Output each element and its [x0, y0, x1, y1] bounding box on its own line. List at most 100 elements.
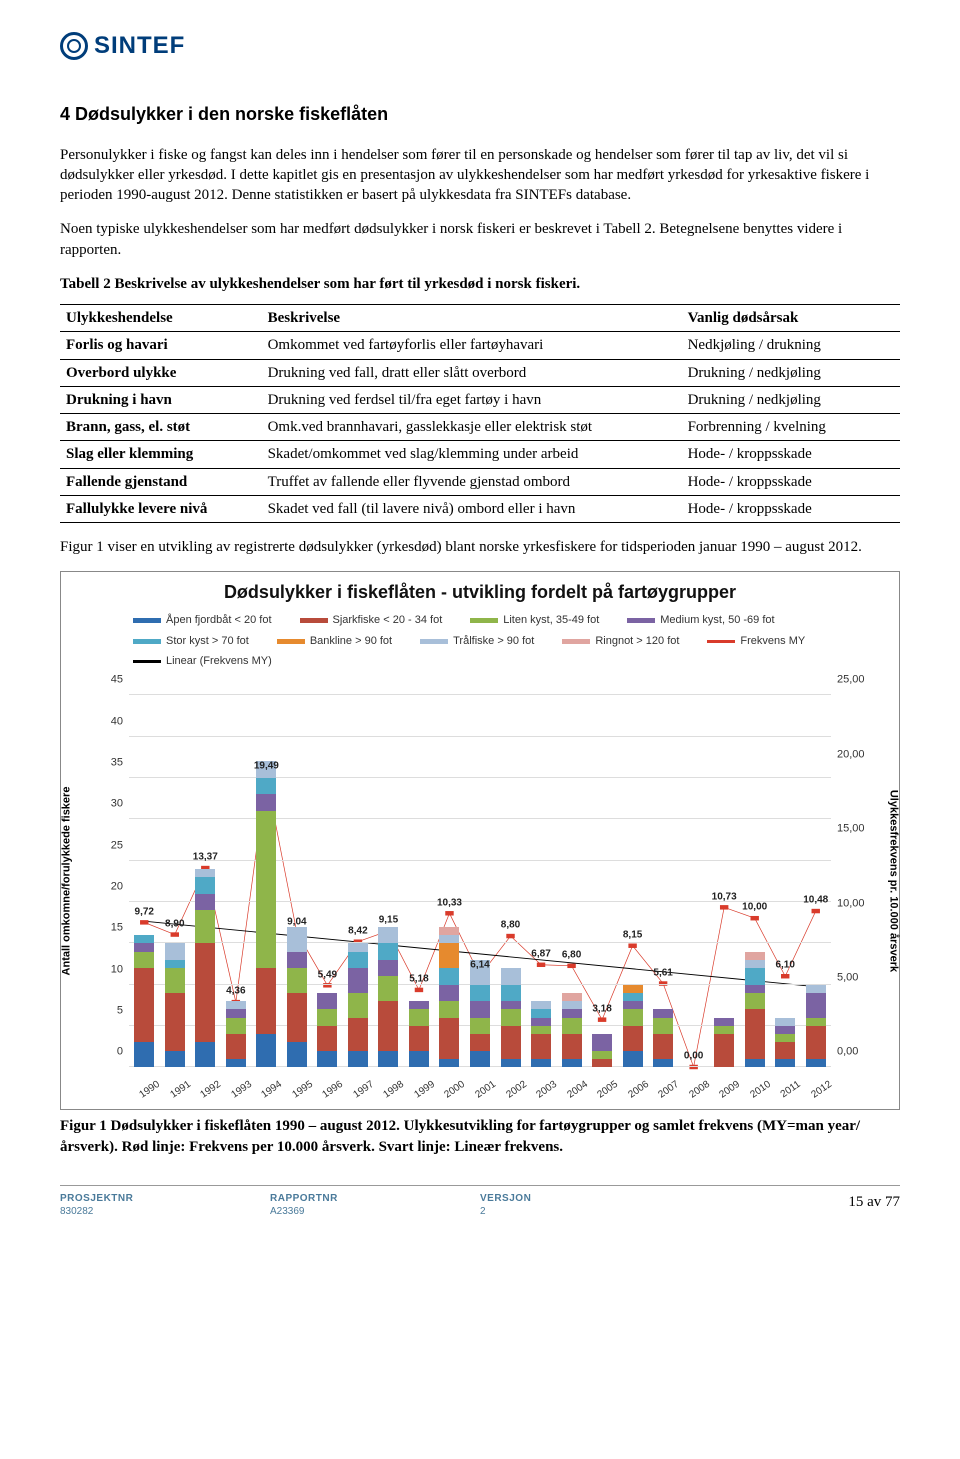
- bar-segment: [653, 1034, 673, 1059]
- page-footer: PROSJEKTNR 830282 RAPPORTNR A23369 VERSJ…: [60, 1185, 900, 1219]
- freq-marker: [720, 905, 728, 909]
- bar-segment: [470, 1051, 490, 1068]
- bar-column: [531, 1001, 551, 1067]
- freq-marker: [598, 1018, 606, 1022]
- bar-segment: [134, 935, 154, 943]
- y-right-tick: 15,00: [837, 822, 877, 837]
- y-right-tick: 25,00: [837, 673, 877, 688]
- grid-line: [129, 942, 831, 943]
- footer-c3-label: VERSJON: [480, 1192, 690, 1206]
- freq-label: 10,73: [712, 890, 737, 904]
- bar-segment: [348, 1018, 368, 1051]
- bar-segment: [775, 1059, 795, 1067]
- x-tick: 2006: [625, 1078, 651, 1102]
- y-left-tick: 40: [83, 714, 123, 729]
- bar-segment: [195, 877, 215, 894]
- bar-segment: [287, 968, 307, 993]
- freq-label: 5,61: [653, 966, 672, 980]
- legend-swatch: [133, 660, 161, 663]
- legend-swatch: [707, 640, 735, 643]
- legend-swatch: [562, 639, 590, 644]
- bar-segment: [531, 1059, 551, 1067]
- x-tick: 2004: [564, 1078, 590, 1102]
- bar-column: [378, 927, 398, 1068]
- bar-segment: [623, 1026, 643, 1051]
- bar-segment: [439, 943, 459, 968]
- bar-segment: [348, 952, 368, 969]
- freq-label: 9,15: [379, 914, 398, 928]
- table-cell: Forbrenning / kvelning: [682, 414, 900, 441]
- bar-segment: [195, 869, 215, 877]
- y-left-tick: 0: [83, 1045, 123, 1060]
- legend-swatch: [133, 618, 161, 623]
- bar-segment: [531, 1026, 551, 1034]
- table-cell: Fallulykke levere nivå: [60, 495, 262, 522]
- legend-swatch: [470, 618, 498, 623]
- y-left-tick: 20: [83, 880, 123, 895]
- figure-caption: Figur 1 Dødsulykker i fiskeflåten 1990 –…: [60, 1116, 900, 1157]
- chart-title: Dødsulykker i fiskeflåten - utvikling fo…: [73, 580, 887, 604]
- x-tick: 1997: [351, 1078, 377, 1102]
- bar-segment: [287, 1042, 307, 1067]
- freq-label: 5,18: [409, 973, 428, 987]
- bar-segment: [226, 1059, 246, 1067]
- table-cell: Brann, gass, el. støt: [60, 414, 262, 441]
- x-tick: 2007: [656, 1078, 682, 1102]
- bar-segment: [745, 985, 765, 993]
- bar-segment: [256, 1034, 276, 1067]
- freq-label: 3,18: [592, 1002, 611, 1016]
- x-tick: 2012: [809, 1078, 835, 1102]
- legend-swatch: [420, 639, 448, 644]
- bar-column: [806, 985, 826, 1068]
- freq-label: 8,80: [501, 919, 520, 933]
- freq-label: 6,14: [470, 958, 489, 972]
- bar-segment: [775, 1034, 795, 1042]
- bar-segment: [409, 1051, 429, 1068]
- bar-segment: [501, 968, 521, 985]
- bar-segment: [439, 1001, 459, 1018]
- table-row: Fallulykke levere nivåSkadet ved fall (t…: [60, 495, 900, 522]
- chart: Dødsulykker i fiskeflåten - utvikling fo…: [60, 571, 900, 1110]
- bar-segment: [714, 1026, 734, 1034]
- x-tick: 2010: [748, 1078, 774, 1102]
- x-tick: 2011: [778, 1078, 803, 1101]
- logo-icon: [60, 32, 88, 60]
- x-tick: 2005: [595, 1078, 621, 1102]
- footer-c1-val: 830282: [60, 1205, 270, 1219]
- bar-segment: [775, 1042, 795, 1059]
- bar-column: [775, 1018, 795, 1068]
- bar-segment: [501, 1059, 521, 1067]
- legend-item: Liten kyst, 35-49 fot: [470, 613, 599, 628]
- bar-segment: [348, 1051, 368, 1068]
- bar-segment: [592, 1034, 612, 1051]
- legend-item: Frekvens MY: [707, 634, 805, 649]
- bar-segment: [134, 968, 154, 1042]
- x-tick: 1993: [229, 1078, 255, 1102]
- x-tick: 2003: [534, 1078, 560, 1102]
- table-cell: Hode- / kroppsskade: [682, 441, 900, 468]
- x-tick: 1991: [168, 1078, 194, 1102]
- bar-segment: [531, 1009, 551, 1017]
- bar-column: [714, 1018, 734, 1068]
- freq-marker: [781, 974, 789, 978]
- bar-column: [287, 927, 307, 1068]
- legend-item: Bankline > 90 fot: [277, 634, 392, 649]
- bar-segment: [409, 1026, 429, 1051]
- bar-segment: [256, 778, 276, 795]
- bar-segment: [256, 968, 276, 1034]
- bar-segment: [806, 1059, 826, 1067]
- table-cell: Drukning ved ferdsel til/fra eget fartøy…: [262, 386, 682, 413]
- bar-segment: [745, 968, 765, 985]
- bar-segment: [806, 1026, 826, 1059]
- bar-segment: [745, 1059, 765, 1067]
- logo-text: SINTEF: [94, 30, 185, 62]
- bar-segment: [501, 1009, 521, 1026]
- bar-column: [134, 935, 154, 1067]
- bar-column: [653, 1009, 673, 1067]
- bar-segment: [134, 1042, 154, 1067]
- ulykke-table: UlykkeshendelseBeskrivelseVanlig dødsårs…: [60, 304, 900, 523]
- table-cell: Hode- / kroppsskade: [682, 468, 900, 495]
- bar-segment: [317, 1026, 337, 1051]
- y-right-tick: 20,00: [837, 747, 877, 762]
- paragraph-1: Personulykker i fiske og fangst kan dele…: [60, 145, 900, 206]
